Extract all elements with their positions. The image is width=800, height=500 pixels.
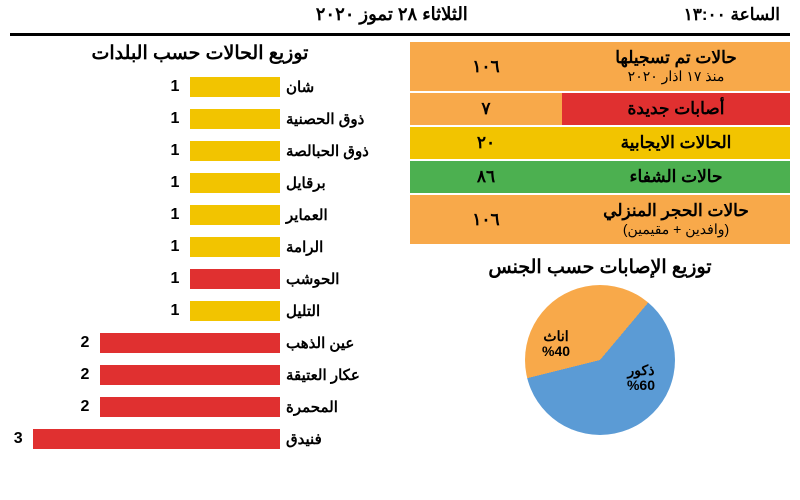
pie-label-female-pct: %40 [542,343,570,359]
stat-value-total: ١٠٦ [410,42,562,92]
bar-name: المحمرة [280,398,390,416]
bar-track: 1 [10,201,280,229]
stat-sublabel-total: منذ ١٧ اذار ٢٠٢٠ [572,68,780,85]
bar-fill [190,205,280,225]
stat-label-positive: الحالات الايجابية [562,126,790,160]
bar-name: برقايل [280,174,390,192]
bar-name: العماير [280,206,390,224]
content: حالات تم تسجيلهامنذ ١٧ اذار ٢٠٢٠١٠٦أصابا… [0,42,800,457]
bars-title: توزيع الحالات حسب البلدات [10,42,390,65]
bar-fill [33,429,281,449]
bar-name: ذوق الحصنية [280,110,390,128]
bar-track: 1 [10,137,280,165]
bar-track: 2 [10,329,280,357]
bar-row: المحمرة 2 [10,393,390,421]
bar-row: ذوق الحصنية 1 [10,105,390,133]
header-date: الثلاثاء ٢٨ تموز ٢٠٢٠ [100,4,684,25]
bar-fill [190,77,280,97]
bar-row: برقايل 1 [10,169,390,197]
stat-row-new: أصابات جديدة٧ [410,92,790,126]
header-divider [10,33,790,36]
stat-value-recovered: ٨٦ [410,160,562,194]
stat-label-recovered: حالات الشفاء [562,160,790,194]
stat-row-quarantine: حالات الحجر المنزلي(وافدين + مقيمين)١٠٦ [410,194,790,245]
stat-row-recovered: حالات الشفاء٨٦ [410,160,790,194]
stats-table: حالات تم تسجيلهامنذ ١٧ اذار ٢٠٢٠١٠٦أصابا… [410,42,790,246]
stat-label-new: أصابات جديدة [562,92,790,126]
bar-value: 1 [166,110,184,128]
pie-chart: ذكور %60 اناث %40 [410,285,790,435]
bar-name: شان [280,78,390,96]
bar-row: شان 1 [10,73,390,101]
stat-value-new: ٧ [410,92,562,126]
bar-value: 1 [166,270,184,288]
bar-track: 1 [10,233,280,261]
bar-row: العماير 1 [10,201,390,229]
bar-name: التليل [280,302,390,320]
bar-value: 2 [76,366,94,384]
bar-value: 1 [166,174,184,192]
stats-column: حالات تم تسجيلهامنذ ١٧ اذار ٢٠٢٠١٠٦أصابا… [410,42,790,457]
stat-label-total: حالات تم تسجيلهامنذ ١٧ اذار ٢٠٢٠ [562,42,790,92]
bar-row: عكار العتيقة 2 [10,361,390,389]
bar-value: 1 [166,142,184,160]
header-time: الساعة ١٣:٠٠ [684,5,780,25]
bar-track: 2 [10,361,280,389]
bar-value: 1 [166,302,184,320]
pie-label-female-text: اناث [543,328,568,344]
bar-name: الحوشب [280,270,390,288]
bar-value: 1 [166,238,184,256]
pie-graphic [525,285,675,435]
bar-row: عين الذهب 2 [10,329,390,357]
bar-fill [100,365,280,385]
bar-track: 1 [10,105,280,133]
bar-name: عين الذهب [280,334,390,352]
bar-name: فنيدق [280,430,390,448]
bar-value: 1 [166,78,184,96]
bar-row: التليل 1 [10,297,390,325]
bar-fill [100,397,280,417]
bar-row: الرامة 1 [10,233,390,261]
stat-sublabel-quarantine: (وافدين + مقيمين) [572,221,780,238]
bar-track: 3 [10,425,280,453]
bar-fill [100,333,280,353]
pie-label-female: اناث %40 [542,329,570,360]
bar-track: 1 [10,169,280,197]
bar-track: 1 [10,265,280,293]
bar-row: الحوشب 1 [10,265,390,293]
bar-name: الرامة [280,238,390,256]
bar-fill [190,141,280,161]
bar-name: ذوق الحبالصة [280,142,390,160]
stat-row-total: حالات تم تسجيلهامنذ ١٧ اذار ٢٠٢٠١٠٦ [410,42,790,92]
stat-value-quarantine: ١٠٦ [410,194,562,245]
stat-value-positive: ٢٠ [410,126,562,160]
bar-value: 2 [76,334,94,352]
pie-label-male-pct: %60 [627,377,655,393]
bar-track: 1 [10,297,280,325]
stat-row-positive: الحالات الايجابية٢٠ [410,126,790,160]
pie-label-male-text: ذكور [628,362,655,378]
stat-label-quarantine: حالات الحجر المنزلي(وافدين + مقيمين) [562,194,790,245]
bar-track: 2 [10,393,280,421]
bar-value: 3 [10,430,27,448]
bar-row: ذوق الحبالصة 1 [10,137,390,165]
pie-title: توزيع الإصابات حسب الجنس [410,256,790,279]
bar-name: عكار العتيقة [280,366,390,384]
bar-track: 1 [10,73,280,101]
bar-fill [190,173,280,193]
bar-fill [190,269,280,289]
bar-fill [190,237,280,257]
bar-value: 2 [76,398,94,416]
header: الساعة ١٣:٠٠ الثلاثاء ٢٨ تموز ٢٠٢٠ [0,0,800,33]
bars-chart: شان1ذوق الحصنية1ذوق الحبالصة1برقايل1العم… [10,73,390,453]
bar-row: فنيدق 3 [10,425,390,453]
bar-fill [190,109,280,129]
pie-label-male: ذكور %60 [627,363,655,394]
bar-value: 1 [166,206,184,224]
bars-column: توزيع الحالات حسب البلدات شان1ذوق الحصني… [10,42,390,457]
bar-fill [190,301,280,321]
